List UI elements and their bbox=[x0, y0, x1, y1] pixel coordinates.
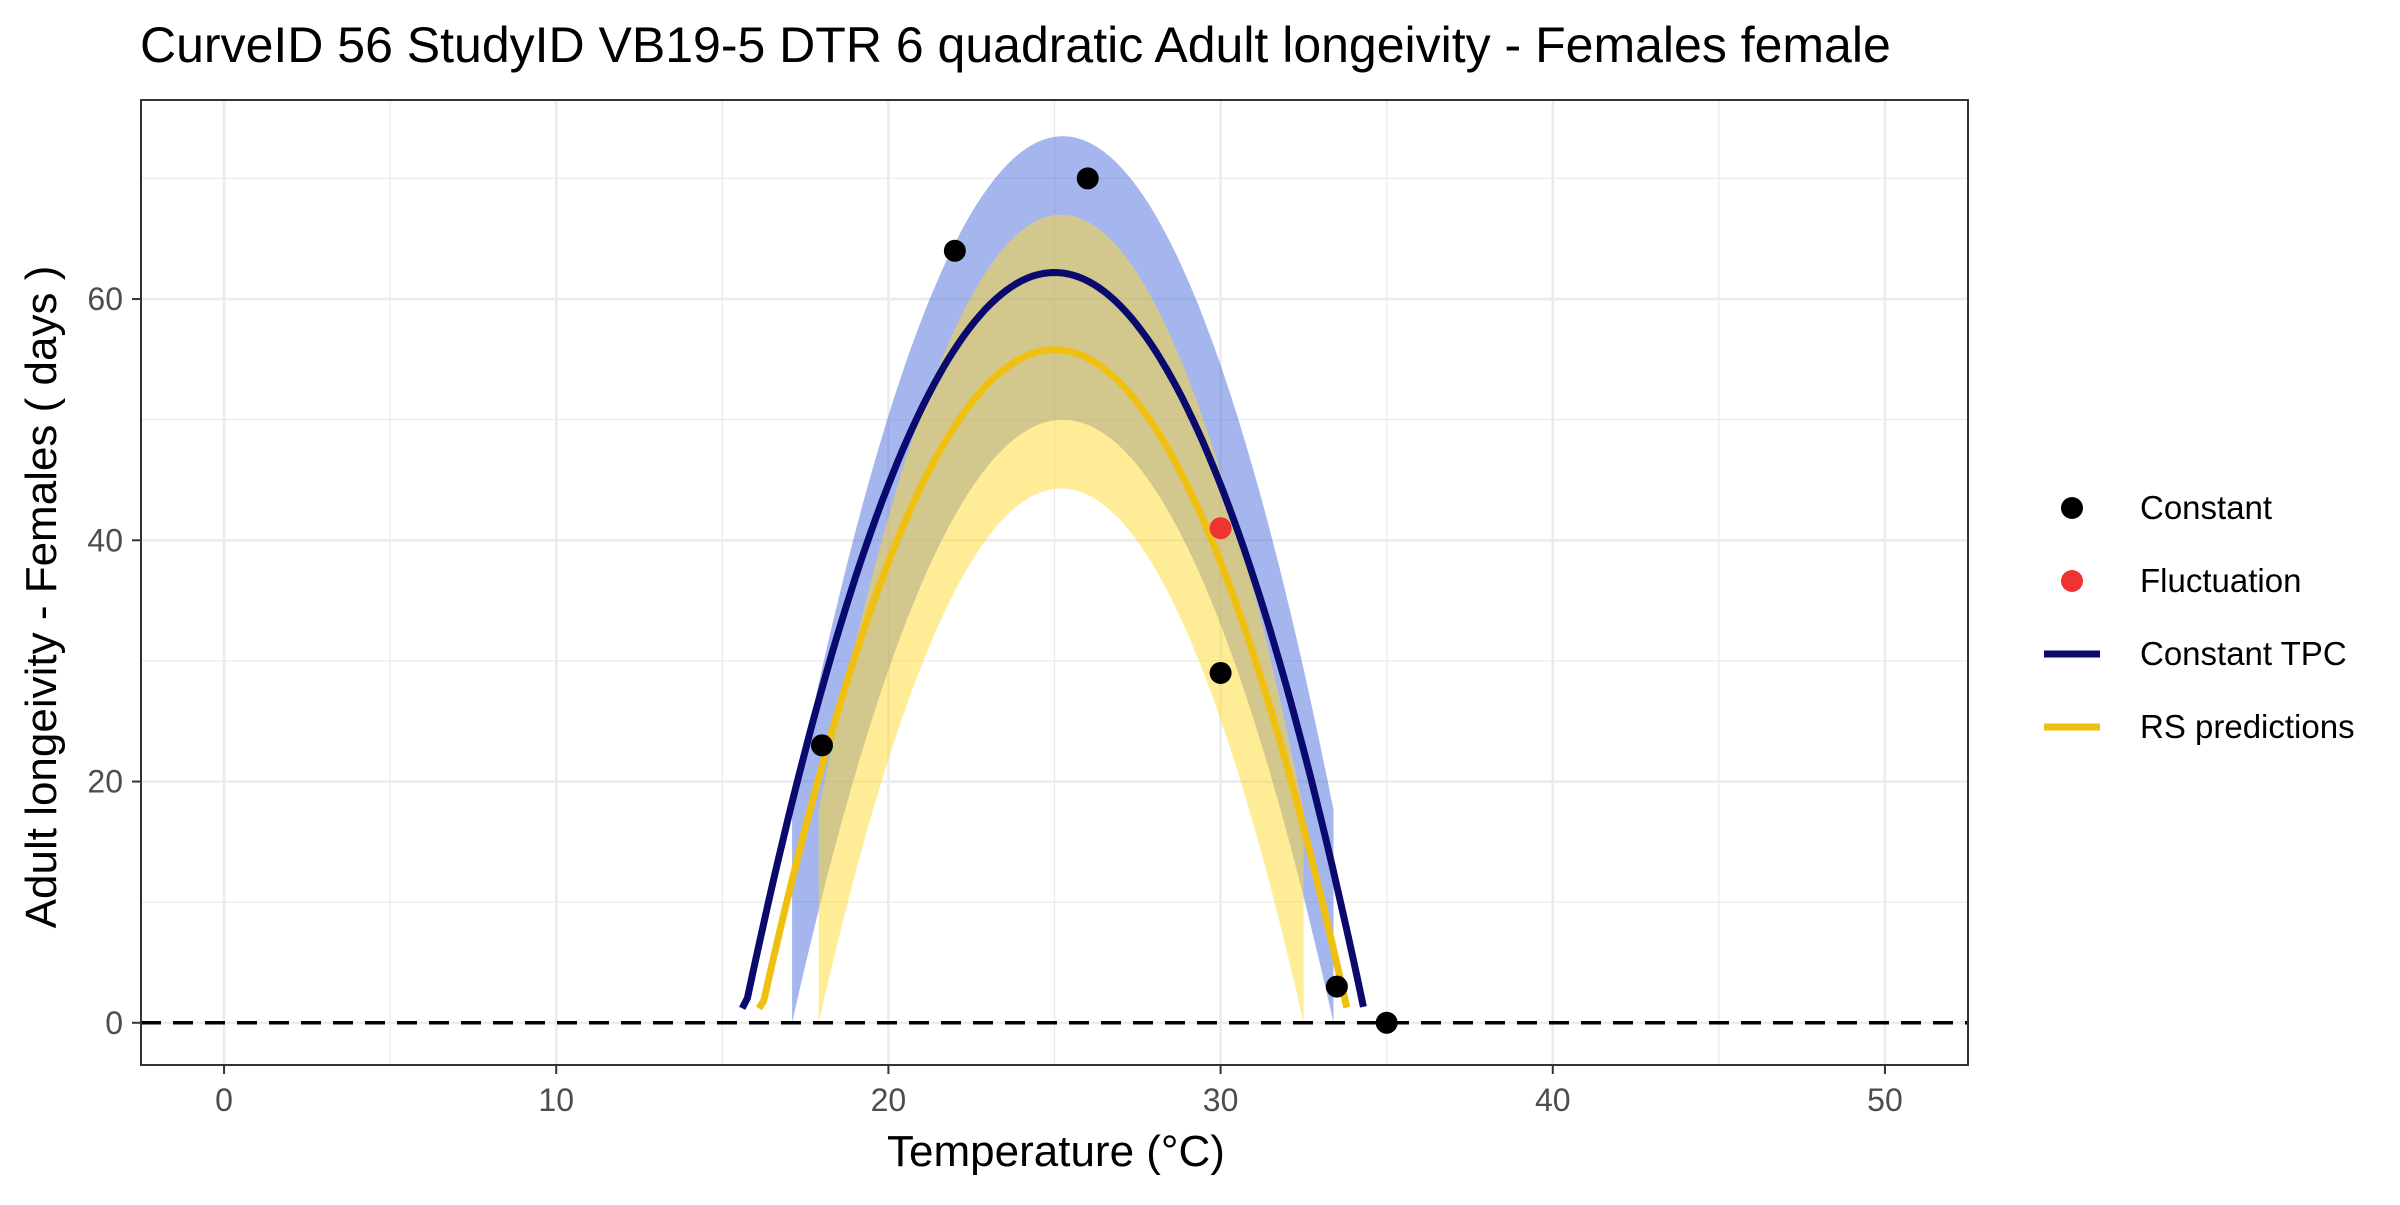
legend: Constant Fluctuation Constant TPC RS predic… bbox=[2044, 489, 2355, 745]
legend-label: Fluctuation bbox=[2140, 562, 2301, 599]
x-axis-ticks: 0 10 20 30 40 50 bbox=[215, 1065, 1903, 1118]
x-tick-label: 10 bbox=[538, 1082, 574, 1118]
legend-label: RS predictions bbox=[2140, 708, 2355, 745]
y-tick-label: 20 bbox=[87, 764, 123, 800]
legend-label: Constant bbox=[2140, 489, 2272, 526]
series-line bbox=[739, 269, 1367, 1010]
data-point bbox=[1325, 975, 1348, 998]
y-tick-label: 0 bbox=[105, 1005, 123, 1041]
data-point bbox=[1375, 1011, 1398, 1034]
series-line bbox=[755, 346, 1351, 1011]
y-axis-title: Adult longeivity - Females ( days ) bbox=[17, 266, 66, 929]
y-axis-ticks: 0 20 40 60 bbox=[87, 281, 141, 1041]
legend-point-key bbox=[2061, 497, 2083, 519]
legend-item: RS predictions bbox=[2044, 708, 2355, 745]
data-point bbox=[1209, 661, 1232, 684]
data-point bbox=[1076, 167, 1099, 190]
legend-item: Constant TPC bbox=[2044, 635, 2347, 672]
legend-item: Constant bbox=[2061, 489, 2272, 526]
y-tick-label: 60 bbox=[87, 281, 123, 317]
data-point bbox=[1209, 517, 1232, 540]
plot-border bbox=[140, 99, 1969, 1066]
x-tick-label: 40 bbox=[1535, 1082, 1571, 1118]
gridlines bbox=[141, 100, 1968, 1065]
chart-title: CurveID 56 StudyID VB19-5 DTR 6 quadrati… bbox=[140, 17, 1891, 73]
data-point bbox=[943, 239, 966, 262]
y-tick-label: 40 bbox=[87, 522, 123, 558]
confidence-band bbox=[792, 136, 1334, 1023]
plot-area bbox=[140, 99, 1969, 1066]
legend-label: Constant TPC bbox=[2140, 635, 2347, 672]
confidence-band bbox=[818, 214, 1304, 1023]
legend-point-key bbox=[2061, 570, 2083, 592]
data-point bbox=[810, 734, 833, 757]
x-axis-title: Temperature (°C) bbox=[887, 1127, 1225, 1176]
x-tick-label: 20 bbox=[871, 1082, 907, 1118]
x-tick-label: 50 bbox=[1867, 1082, 1903, 1118]
x-tick-label: 0 bbox=[215, 1082, 233, 1118]
x-tick-label: 30 bbox=[1203, 1082, 1239, 1118]
legend-item: Fluctuation bbox=[2061, 562, 2301, 599]
